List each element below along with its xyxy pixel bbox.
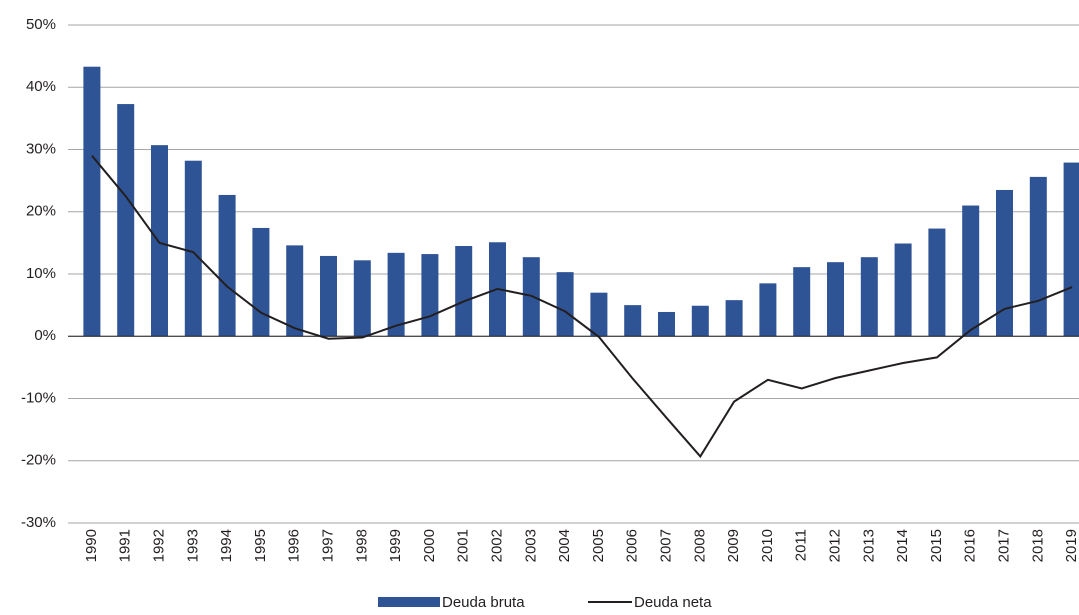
x-tick-label: 2009 (725, 529, 742, 562)
x-tick-label: 2006 (624, 529, 641, 562)
x-tick-label: 2017 (995, 529, 1012, 562)
x-tick-label: 1995 (252, 529, 269, 562)
x-tick-label: 2015 (928, 529, 945, 562)
bar (996, 189, 1013, 337)
x-tick-label: 2014 (894, 529, 911, 562)
bar (658, 311, 675, 337)
x-tick-label: 1990 (83, 529, 100, 562)
legend-label: Deuda neta (634, 594, 712, 611)
x-tick-label: 2007 (657, 529, 674, 562)
bar (691, 305, 709, 337)
bar (286, 245, 304, 337)
x-tick-label: 1992 (150, 529, 167, 562)
y-tick-label: -20% (21, 452, 56, 469)
bar (1029, 176, 1047, 337)
x-tick-label: 2016 (962, 529, 979, 562)
y-tick-label: -30% (21, 514, 56, 531)
bar (793, 267, 811, 337)
bar (320, 255, 337, 337)
bar (387, 252, 405, 337)
x-tick-label: 2008 (691, 529, 708, 562)
bar (1063, 162, 1079, 337)
x-tick-label: 2003 (522, 529, 539, 562)
bar (590, 292, 608, 337)
y-tick-label: -10% (21, 389, 56, 406)
bar (353, 260, 371, 337)
x-tick-label: 2013 (860, 529, 877, 562)
x-tick-label: 2004 (556, 529, 573, 562)
bar (860, 257, 878, 337)
x-tick-label: 1997 (319, 529, 336, 562)
x-tick-label: 2018 (1029, 529, 1046, 562)
bar (827, 262, 844, 337)
bar (252, 227, 270, 337)
x-tick-label: 2010 (759, 529, 776, 562)
y-tick-label: 10% (26, 265, 56, 282)
bar (455, 245, 473, 337)
legend-swatch (378, 597, 440, 607)
bar (928, 228, 946, 337)
bar (624, 305, 642, 337)
bar (117, 104, 135, 337)
x-tick-label: 1991 (117, 529, 134, 562)
bar (725, 300, 743, 337)
bar (218, 194, 236, 337)
bar (894, 243, 912, 337)
x-tick-label: 1999 (387, 529, 404, 562)
x-tick-label: 1996 (286, 529, 303, 562)
bar (83, 66, 101, 337)
line (91, 155, 1073, 459)
x-tick-label: 2002 (488, 529, 505, 562)
x-tick-label: 2001 (455, 529, 472, 562)
bar (556, 272, 574, 337)
x-tick-label: 1994 (218, 529, 235, 562)
bar (759, 283, 777, 337)
x-tick-label: 1998 (353, 529, 370, 562)
y-tick-label: 20% (26, 203, 56, 220)
x-tick-label: 2000 (421, 529, 438, 562)
y-tick-label: 0% (34, 327, 56, 344)
x-tick-label: 2019 (1063, 529, 1079, 562)
x-tick-label: 2011 (793, 529, 810, 561)
bar (421, 254, 439, 337)
y-tick-label: 40% (26, 78, 56, 95)
bar (184, 160, 202, 337)
bar (151, 145, 168, 337)
legend-label: Deuda bruta (442, 594, 525, 611)
y-tick-label: 50% (26, 16, 56, 33)
x-tick-label: 1993 (184, 529, 201, 562)
bar (962, 205, 980, 337)
x-tick-label: 2012 (826, 529, 843, 562)
y-tick-label: 30% (26, 140, 56, 157)
x-tick-label: 2005 (590, 529, 607, 562)
